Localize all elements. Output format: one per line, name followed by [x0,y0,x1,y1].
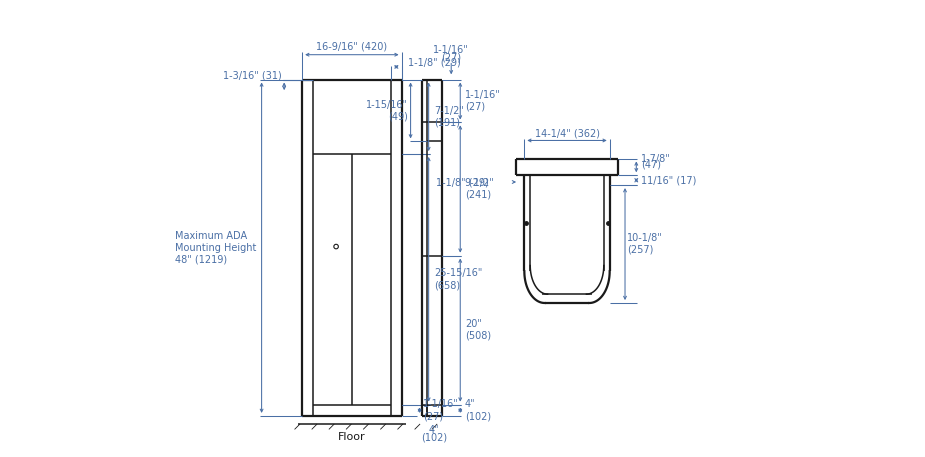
Text: 1-7/8": 1-7/8" [641,154,671,164]
Text: Maximum ADA
Mounting Height
48" (1219): Maximum ADA Mounting Height 48" (1219) [175,231,256,264]
Text: 20"
(508): 20" (508) [464,319,491,341]
Text: 7-1/2"
(191): 7-1/2" (191) [434,106,464,128]
Text: 11/16" (17): 11/16" (17) [641,175,697,185]
Text: 25-15/16"
(658): 25-15/16" (658) [434,268,483,290]
Text: 1-15/16"
(49): 1-15/16" (49) [366,100,408,121]
Text: 10-1/8"
(257): 10-1/8" (257) [627,233,663,255]
Text: 1-1/8" (29): 1-1/8" (29) [436,177,488,187]
Text: 1-3/16" (31): 1-3/16" (31) [223,70,282,80]
Text: 4": 4" [429,425,439,436]
Text: 14-1/4" (362): 14-1/4" (362) [535,129,599,138]
Text: (27): (27) [441,53,462,63]
Text: 1-1/16": 1-1/16" [433,45,469,55]
Text: 16-9/16" (420): 16-9/16" (420) [316,42,388,52]
Text: 4"
(102): 4" (102) [464,399,491,421]
Text: 9-1/2"
(241): 9-1/2" (241) [464,178,495,200]
Text: 1-1/8" (29): 1-1/8" (29) [408,58,461,67]
Text: (47): (47) [641,159,660,170]
Text: 1-1/16"
(27): 1-1/16" (27) [464,90,500,112]
Text: (102): (102) [421,432,448,442]
Text: 1-1/16"
(27): 1-1/16" (27) [424,399,459,421]
Text: Floor: Floor [338,431,365,441]
